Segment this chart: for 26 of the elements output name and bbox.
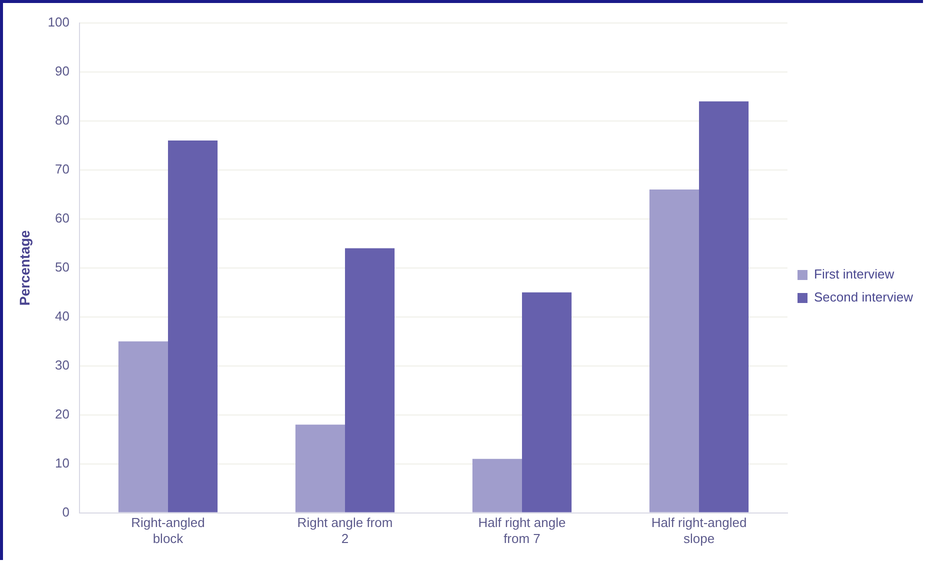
y-tick-label: 0 (62, 504, 70, 520)
bar (168, 140, 218, 512)
legend-label: Second interview (814, 290, 914, 305)
legend-label: First interview (814, 266, 895, 282)
y-tick-label: 70 (55, 162, 70, 177)
bar (118, 341, 168, 512)
bar (295, 424, 345, 512)
y-tick-label: 60 (55, 210, 70, 226)
y-tick-label: 90 (55, 64, 70, 79)
y-tick-label: 50 (55, 259, 70, 274)
bar (522, 292, 572, 512)
x-tick-label: Right angle from 2 (297, 515, 393, 546)
y-tick-label: 10 (55, 455, 70, 470)
x-tick-label: Half right-angled slope (651, 515, 747, 546)
y-tick-label: 80 (55, 112, 70, 128)
x-tick-label: Right-angled block (131, 515, 205, 546)
y-tick-label: 40 (55, 308, 70, 324)
y-tick-label: 30 (55, 357, 70, 372)
bar (344, 248, 395, 512)
y-tick-label: 20 (55, 406, 70, 422)
bar (472, 458, 522, 512)
y-axis-title: Percentage (16, 230, 32, 306)
bar (649, 190, 699, 512)
x-tick-label: Half right angle from 7 (478, 515, 566, 546)
y-tick-label: 100 (48, 14, 70, 30)
bar (699, 101, 749, 512)
